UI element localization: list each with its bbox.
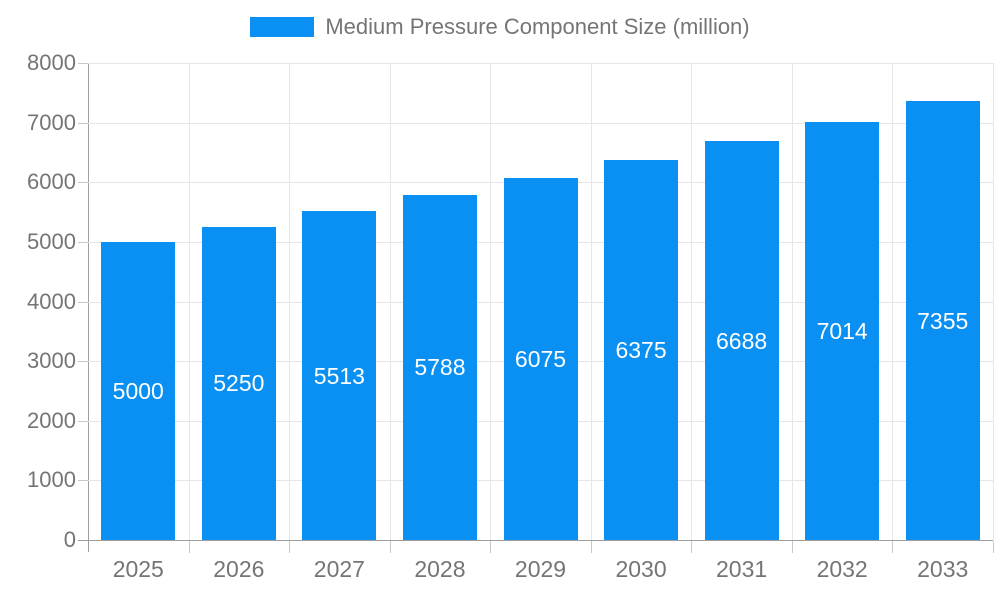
v-gridline	[691, 63, 693, 540]
y-axis-label: 0	[63, 527, 76, 552]
y-axis-tick	[78, 241, 88, 243]
v-gridline	[389, 63, 391, 540]
y-axis-label: 4000	[27, 288, 76, 314]
legend-swatch	[250, 17, 315, 37]
bar-value-label: 6075	[514, 345, 567, 372]
bar-2027[interactable]	[302, 211, 377, 540]
legend-label: Medium Pressure Component Size (million)	[325, 14, 750, 39]
bar-value-label: 5250	[213, 370, 265, 397]
v-gridline	[892, 63, 894, 540]
bar-2025[interactable]	[101, 241, 176, 540]
bar-2032[interactable]	[805, 121, 880, 540]
bar-2033[interactable]	[905, 101, 980, 540]
x-axis-label: 2030	[615, 556, 667, 582]
x-axis-label: 2032	[816, 556, 868, 582]
y-axis-label: 5000	[27, 228, 76, 254]
v-gridline	[289, 63, 291, 540]
x-axis-label: 2025	[112, 556, 164, 582]
h-gridline	[88, 122, 993, 124]
x-axis-tick	[590, 541, 592, 553]
bar-value-label: 5513	[313, 362, 365, 389]
v-gridline	[188, 63, 190, 540]
x-axis-label: 2029	[514, 556, 567, 582]
x-axis-tick	[691, 541, 693, 553]
x-axis-tick	[892, 541, 894, 553]
x-axis-tick	[791, 541, 793, 553]
bar-2030[interactable]	[604, 159, 679, 540]
x-axis-tick	[289, 541, 291, 553]
x-axis-label: 2026	[213, 556, 265, 582]
bar-2031[interactable]	[704, 141, 779, 540]
bar-2029[interactable]	[503, 177, 578, 540]
y-axis-label: 7000	[27, 109, 76, 135]
y-axis-tick	[78, 122, 88, 124]
x-axis-label: 2033	[917, 556, 969, 582]
x-axis-tick	[490, 541, 492, 553]
plot-area: 5000 5250 5513 5788 6075 6375 6688 7014 7355	[88, 63, 994, 540]
y-axis-line	[88, 63, 89, 552]
y-axis-label: 2000	[27, 407, 76, 433]
bar-value-label: 5000	[112, 377, 164, 404]
h-gridline	[88, 63, 993, 64]
y-axis-label: 6000	[27, 169, 76, 195]
bar-value-label: 5788	[414, 354, 466, 381]
x-axis-label: 2027	[313, 556, 365, 582]
y-axis-tick	[78, 361, 88, 363]
v-gridline	[490, 63, 492, 540]
x-axis-line	[78, 540, 993, 541]
y-axis-tick	[78, 301, 88, 303]
bar-2026[interactable]	[201, 226, 276, 540]
v-gridline	[791, 63, 793, 540]
y-axis-tick	[78, 63, 88, 64]
x-axis-label: 2031	[716, 556, 768, 582]
bar-value-label: 6375	[615, 336, 667, 363]
bar-2028[interactable]	[402, 194, 477, 540]
y-axis-tick	[78, 480, 88, 482]
y-axis-label: 8000	[27, 50, 76, 75]
x-axis-tick	[188, 541, 190, 553]
bar-value-label: 7014	[816, 317, 868, 344]
y-axis-label: 1000	[27, 467, 76, 493]
x-axis-label: 2028	[414, 556, 466, 582]
x-axis-tick	[993, 541, 994, 553]
y-axis-tick	[78, 182, 88, 184]
y-axis-tick	[78, 420, 88, 422]
v-gridline	[590, 63, 592, 540]
legend[interactable]: Medium Pressure Component Size (million)	[0, 14, 1000, 40]
x-axis-tick	[389, 541, 391, 553]
bar-value-label: 7355	[917, 307, 969, 334]
v-gridline	[993, 63, 994, 540]
y-axis-label: 3000	[27, 348, 76, 374]
bar-value-label: 6688	[716, 327, 768, 354]
